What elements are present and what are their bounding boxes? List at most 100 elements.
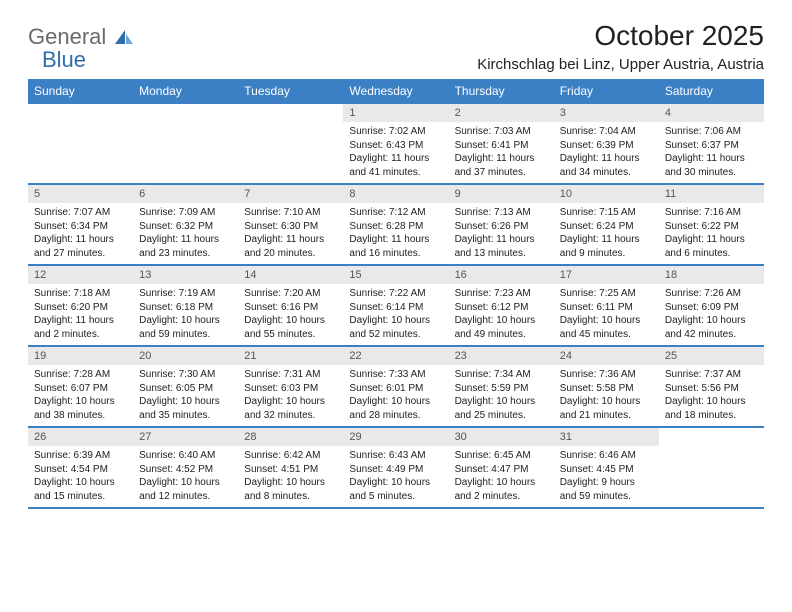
- daylight-text: Daylight: 10 hours and 2 minutes.: [455, 476, 548, 503]
- day-number-cell: 21: [238, 346, 343, 365]
- sunrise-text: Sunrise: 6:43 AM: [349, 449, 442, 463]
- daylight-text: Daylight: 10 hours and 49 minutes.: [455, 314, 548, 341]
- daylight-text: Daylight: 11 hours and 2 minutes.: [34, 314, 127, 341]
- day-content-cell: Sunrise: 7:13 AMSunset: 6:26 PMDaylight:…: [449, 203, 554, 265]
- day-content-cell: Sunrise: 7:20 AMSunset: 6:16 PMDaylight:…: [238, 284, 343, 346]
- day-number-cell: 14: [238, 265, 343, 284]
- sunset-text: Sunset: 6:07 PM: [34, 382, 127, 396]
- day-content-cell: Sunrise: 7:28 AMSunset: 6:07 PMDaylight:…: [28, 365, 133, 427]
- header: General Blue October 2025 Kirchschlag be…: [28, 20, 764, 73]
- sunrise-text: Sunrise: 7:15 AM: [560, 206, 653, 220]
- day-content-cell: Sunrise: 7:12 AMSunset: 6:28 PMDaylight:…: [343, 203, 448, 265]
- sunrise-text: Sunrise: 7:04 AM: [560, 125, 653, 139]
- day-content-cell: Sunrise: 6:45 AMSunset: 4:47 PMDaylight:…: [449, 446, 554, 508]
- daylight-text: Daylight: 10 hours and 12 minutes.: [139, 476, 232, 503]
- sunset-text: Sunset: 6:39 PM: [560, 139, 653, 153]
- daylight-text: Daylight: 10 hours and 21 minutes.: [560, 395, 653, 422]
- day-content-cell: [659, 446, 764, 508]
- day-content-cell: Sunrise: 7:37 AMSunset: 5:56 PMDaylight:…: [659, 365, 764, 427]
- day-content-cell: Sunrise: 7:04 AMSunset: 6:39 PMDaylight:…: [554, 122, 659, 184]
- sunset-text: Sunset: 6:03 PM: [244, 382, 337, 396]
- day-content-row: Sunrise: 7:28 AMSunset: 6:07 PMDaylight:…: [28, 365, 764, 427]
- day-content-cell: Sunrise: 7:26 AMSunset: 6:09 PMDaylight:…: [659, 284, 764, 346]
- daylight-text: Daylight: 11 hours and 41 minutes.: [349, 152, 442, 179]
- daylight-text: Daylight: 11 hours and 6 minutes.: [665, 233, 758, 260]
- day-content-row: Sunrise: 7:07 AMSunset: 6:34 PMDaylight:…: [28, 203, 764, 265]
- month-title: October 2025: [477, 20, 764, 52]
- day-number-cell: 20: [133, 346, 238, 365]
- day-number-cell: 29: [343, 427, 448, 446]
- day-header: Monday: [133, 79, 238, 104]
- day-content-cell: Sunrise: 6:39 AMSunset: 4:54 PMDaylight:…: [28, 446, 133, 508]
- day-number-cell: 24: [554, 346, 659, 365]
- sunrise-text: Sunrise: 6:39 AM: [34, 449, 127, 463]
- day-header: Tuesday: [238, 79, 343, 104]
- daylight-text: Daylight: 11 hours and 13 minutes.: [455, 233, 548, 260]
- day-number-cell: [238, 104, 343, 123]
- sunrise-text: Sunrise: 7:33 AM: [349, 368, 442, 382]
- sunset-text: Sunset: 4:54 PM: [34, 463, 127, 477]
- sunrise-text: Sunrise: 6:45 AM: [455, 449, 548, 463]
- day-number-cell: [133, 104, 238, 123]
- day-number-cell: 23: [449, 346, 554, 365]
- day-number-cell: 12: [28, 265, 133, 284]
- daylight-text: Daylight: 11 hours and 37 minutes.: [455, 152, 548, 179]
- daylight-text: Daylight: 9 hours and 59 minutes.: [560, 476, 653, 503]
- sunrise-text: Sunrise: 6:42 AM: [244, 449, 337, 463]
- sunrise-text: Sunrise: 7:03 AM: [455, 125, 548, 139]
- sunset-text: Sunset: 4:52 PM: [139, 463, 232, 477]
- day-content-cell: Sunrise: 7:30 AMSunset: 6:05 PMDaylight:…: [133, 365, 238, 427]
- day-content-cell: Sunrise: 7:02 AMSunset: 6:43 PMDaylight:…: [343, 122, 448, 184]
- calendar-page: General Blue October 2025 Kirchschlag be…: [0, 0, 792, 519]
- sunset-text: Sunset: 6:09 PM: [665, 301, 758, 315]
- day-number-cell: 11: [659, 184, 764, 203]
- sunset-text: Sunset: 4:47 PM: [455, 463, 548, 477]
- daylight-text: Daylight: 10 hours and 35 minutes.: [139, 395, 232, 422]
- daylight-text: Daylight: 10 hours and 38 minutes.: [34, 395, 127, 422]
- day-number-cell: 9: [449, 184, 554, 203]
- brand-blue: Blue: [42, 49, 135, 71]
- sunrise-text: Sunrise: 7:28 AM: [34, 368, 127, 382]
- day-number-cell: 10: [554, 184, 659, 203]
- sunrise-text: Sunrise: 7:22 AM: [349, 287, 442, 301]
- sunset-text: Sunset: 6:24 PM: [560, 220, 653, 234]
- sunrise-text: Sunrise: 7:31 AM: [244, 368, 337, 382]
- day-content-cell: Sunrise: 7:16 AMSunset: 6:22 PMDaylight:…: [659, 203, 764, 265]
- sunrise-text: Sunrise: 7:30 AM: [139, 368, 232, 382]
- location-text: Kirchschlag bei Linz, Upper Austria, Aus…: [477, 56, 764, 73]
- daylight-text: Daylight: 11 hours and 9 minutes.: [560, 233, 653, 260]
- day-content-cell: Sunrise: 6:42 AMSunset: 4:51 PMDaylight:…: [238, 446, 343, 508]
- sunset-text: Sunset: 6:41 PM: [455, 139, 548, 153]
- day-number-cell: 19: [28, 346, 133, 365]
- day-number-cell: 27: [133, 427, 238, 446]
- sunset-text: Sunset: 6:05 PM: [139, 382, 232, 396]
- sunset-text: Sunset: 6:01 PM: [349, 382, 442, 396]
- day-content-cell: Sunrise: 7:31 AMSunset: 6:03 PMDaylight:…: [238, 365, 343, 427]
- day-content-cell: Sunrise: 6:40 AMSunset: 4:52 PMDaylight:…: [133, 446, 238, 508]
- day-content-cell: Sunrise: 6:46 AMSunset: 4:45 PMDaylight:…: [554, 446, 659, 508]
- daylight-text: Daylight: 11 hours and 20 minutes.: [244, 233, 337, 260]
- daylight-text: Daylight: 11 hours and 34 minutes.: [560, 152, 653, 179]
- daynum-row: 19202122232425: [28, 346, 764, 365]
- sunset-text: Sunset: 6:22 PM: [665, 220, 758, 234]
- brand-sail-icon: [113, 28, 135, 51]
- sunset-text: Sunset: 5:59 PM: [455, 382, 548, 396]
- sunset-text: Sunset: 6:18 PM: [139, 301, 232, 315]
- sunset-text: Sunset: 6:14 PM: [349, 301, 442, 315]
- sunrise-text: Sunrise: 7:25 AM: [560, 287, 653, 301]
- daylight-text: Daylight: 11 hours and 30 minutes.: [665, 152, 758, 179]
- sunset-text: Sunset: 6:30 PM: [244, 220, 337, 234]
- daylight-text: Daylight: 11 hours and 23 minutes.: [139, 233, 232, 260]
- day-content-cell: Sunrise: 7:15 AMSunset: 6:24 PMDaylight:…: [554, 203, 659, 265]
- day-number-cell: 25: [659, 346, 764, 365]
- day-number-cell: [28, 104, 133, 123]
- daylight-text: Daylight: 10 hours and 8 minutes.: [244, 476, 337, 503]
- sunset-text: Sunset: 4:45 PM: [560, 463, 653, 477]
- daylight-text: Daylight: 10 hours and 42 minutes.: [665, 314, 758, 341]
- day-header: Sunday: [28, 79, 133, 104]
- sunset-text: Sunset: 6:32 PM: [139, 220, 232, 234]
- sunrise-text: Sunrise: 7:13 AM: [455, 206, 548, 220]
- sunset-text: Sunset: 6:34 PM: [34, 220, 127, 234]
- day-content-cell: Sunrise: 7:36 AMSunset: 5:58 PMDaylight:…: [554, 365, 659, 427]
- day-number-cell: 13: [133, 265, 238, 284]
